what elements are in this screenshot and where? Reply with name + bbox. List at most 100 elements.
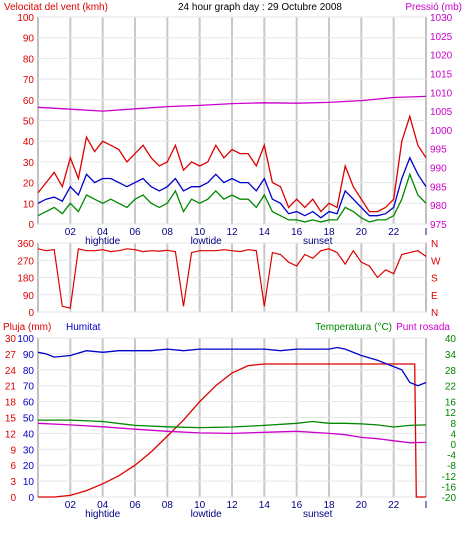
temperature-tick-label: 28 — [445, 366, 457, 377]
rain-tick-label: 15 — [5, 414, 17, 425]
wind-speed-tick-label: 100 — [17, 13, 34, 24]
direction-degree-tick-label: 360 — [17, 239, 34, 250]
hour-tick-label: 16 — [291, 500, 303, 511]
temperature-tick-label: -4 — [447, 451, 456, 462]
hour-tick-label: 08 — [162, 500, 174, 511]
hour-tick-label: 18 — [323, 500, 335, 511]
direction-degree-tick-label: 180 — [17, 274, 34, 285]
pressure-axis-title: Pressió (mb) — [405, 2, 462, 13]
pressure-tick-label: 990 — [430, 164, 447, 175]
pressure-tick-label: 1000 — [430, 126, 453, 137]
rain-tick-label: 12 — [5, 429, 17, 440]
wind-speed-tick-label: 40 — [23, 137, 35, 148]
humidity-tick-label: 100 — [17, 334, 34, 345]
hour-tick-label: 22 — [388, 500, 400, 511]
humidity-tick-label: 10 — [23, 477, 35, 488]
direction-compass-tick-label: N — [431, 308, 438, 319]
direction-compass-tick-label: E — [431, 291, 438, 302]
direction-degree-tick-label: 90 — [23, 291, 35, 302]
rain-tick-label: 30 — [5, 334, 17, 345]
pressure-tick-label: 995 — [430, 145, 447, 156]
hour-tick-label: 14 — [259, 500, 271, 511]
rain-tick-label: 9 — [10, 445, 16, 456]
pressure-tick-label: 1010 — [430, 88, 453, 99]
humidity-tick-label: 40 — [23, 429, 35, 440]
hour-tick-label: 12 — [226, 500, 238, 511]
humidity-tick-label: 90 — [23, 350, 35, 361]
humidity-tick-label: 80 — [23, 366, 35, 377]
tide-annotation: lowtide — [191, 509, 223, 520]
hour-tick-label: 06 — [129, 500, 141, 511]
series-line-avg — [37, 172, 427, 223]
temperature-tick-label: 12 — [445, 408, 457, 419]
wind-speed-tick-label: 70 — [23, 75, 35, 86]
pressure-tick-label: 980 — [430, 201, 447, 212]
wind-speed-tick-label: 50 — [23, 117, 35, 128]
hour-tick-label: 14 — [259, 227, 271, 238]
temperature-tick-label: 22 — [445, 382, 457, 393]
series-line-wind — [37, 156, 427, 219]
tide-annotation: hightide — [85, 236, 120, 247]
pressure-tick-label: 975 — [430, 220, 447, 231]
hour-tick-label: 22 — [388, 227, 400, 238]
humidity-tick-label: 0 — [28, 493, 34, 504]
pressure-tick-label: 1015 — [430, 69, 453, 80]
humidity-tick-label: 20 — [23, 461, 35, 472]
tide-annotation: lowtide — [191, 236, 223, 247]
temperature-tick-label: -12 — [442, 472, 457, 483]
series-line-temperature — [38, 419, 427, 429]
rain-tick-label: 24 — [5, 366, 17, 377]
rain-tick-label: 21 — [5, 382, 17, 393]
hour-tick-label: 16 — [291, 227, 303, 238]
temperature-tick-label: -20 — [442, 493, 457, 504]
hour-tick-label: 02 — [65, 227, 77, 238]
rain-tick-label: 18 — [5, 398, 17, 409]
hour-tick-label: 02 — [65, 500, 77, 511]
humidity-tick-label: 60 — [23, 398, 35, 409]
hour-tick-label: 20 — [356, 227, 368, 238]
rain-tick-label: 0 — [10, 493, 16, 504]
direction-degree-tick-label: 0 — [28, 308, 34, 319]
series-line-dewpoint — [37, 422, 427, 444]
humidity-axis-title: Humitat — [66, 322, 101, 333]
tide-annotation: sunset — [303, 509, 333, 520]
hour-tick-label: 18 — [323, 227, 335, 238]
hour-tick-label: 04 — [97, 227, 109, 238]
humidity-tick-label: 30 — [23, 445, 35, 456]
wind-speed-tick-label: 0 — [28, 220, 34, 231]
pressure-tick-label: 1020 — [430, 51, 453, 62]
wind-speed-tick-label: 20 — [23, 179, 35, 190]
wind-speed-axis-title: Velocitat del vent (kmh) — [4, 2, 108, 13]
temperature-tick-label: 4 — [450, 429, 456, 440]
hour-tick-label: 04 — [97, 500, 109, 511]
temperature-tick-label: -8 — [447, 461, 456, 472]
hour-tick-label: 20 — [356, 500, 368, 511]
graph-title: 24 hour graph day : 29 Octubre 2008 — [178, 2, 342, 13]
temperature-tick-label: 34 — [445, 350, 457, 361]
rain-axis-title: Pluja (mm) — [3, 322, 51, 333]
rain-tick-label: 27 — [5, 350, 17, 361]
series-line-gust — [37, 114, 427, 213]
temperature-tick-label: 8 — [450, 419, 456, 430]
direction-compass-tick-label: W — [431, 256, 441, 267]
wind-speed-tick-label: 60 — [23, 96, 35, 107]
humidity-tick-label: 70 — [23, 382, 35, 393]
temperature-tick-label: 16 — [445, 398, 457, 409]
hour-tick-label: 10 — [194, 500, 206, 511]
direction-compass-tick-label: S — [431, 274, 438, 285]
wind-speed-tick-label: 90 — [23, 34, 35, 45]
rain-tick-label: 6 — [10, 461, 16, 472]
temperature-tick-label: 40 — [445, 334, 457, 345]
hour-tick-label: 12 — [226, 227, 238, 238]
direction-compass-tick-label: N — [431, 239, 438, 250]
series-line-rain — [38, 363, 426, 498]
temperature-tick-label: -16 — [442, 482, 457, 493]
humidity-tick-label: 50 — [23, 414, 35, 425]
hour-tick-label: 06 — [129, 227, 141, 238]
pressure-tick-label: 1005 — [430, 107, 453, 118]
pressure-tick-label: 1030 — [430, 13, 453, 24]
temperature-axis-title: Temperatura (°C) — [315, 322, 392, 333]
tide-annotation: hightide — [85, 509, 120, 520]
